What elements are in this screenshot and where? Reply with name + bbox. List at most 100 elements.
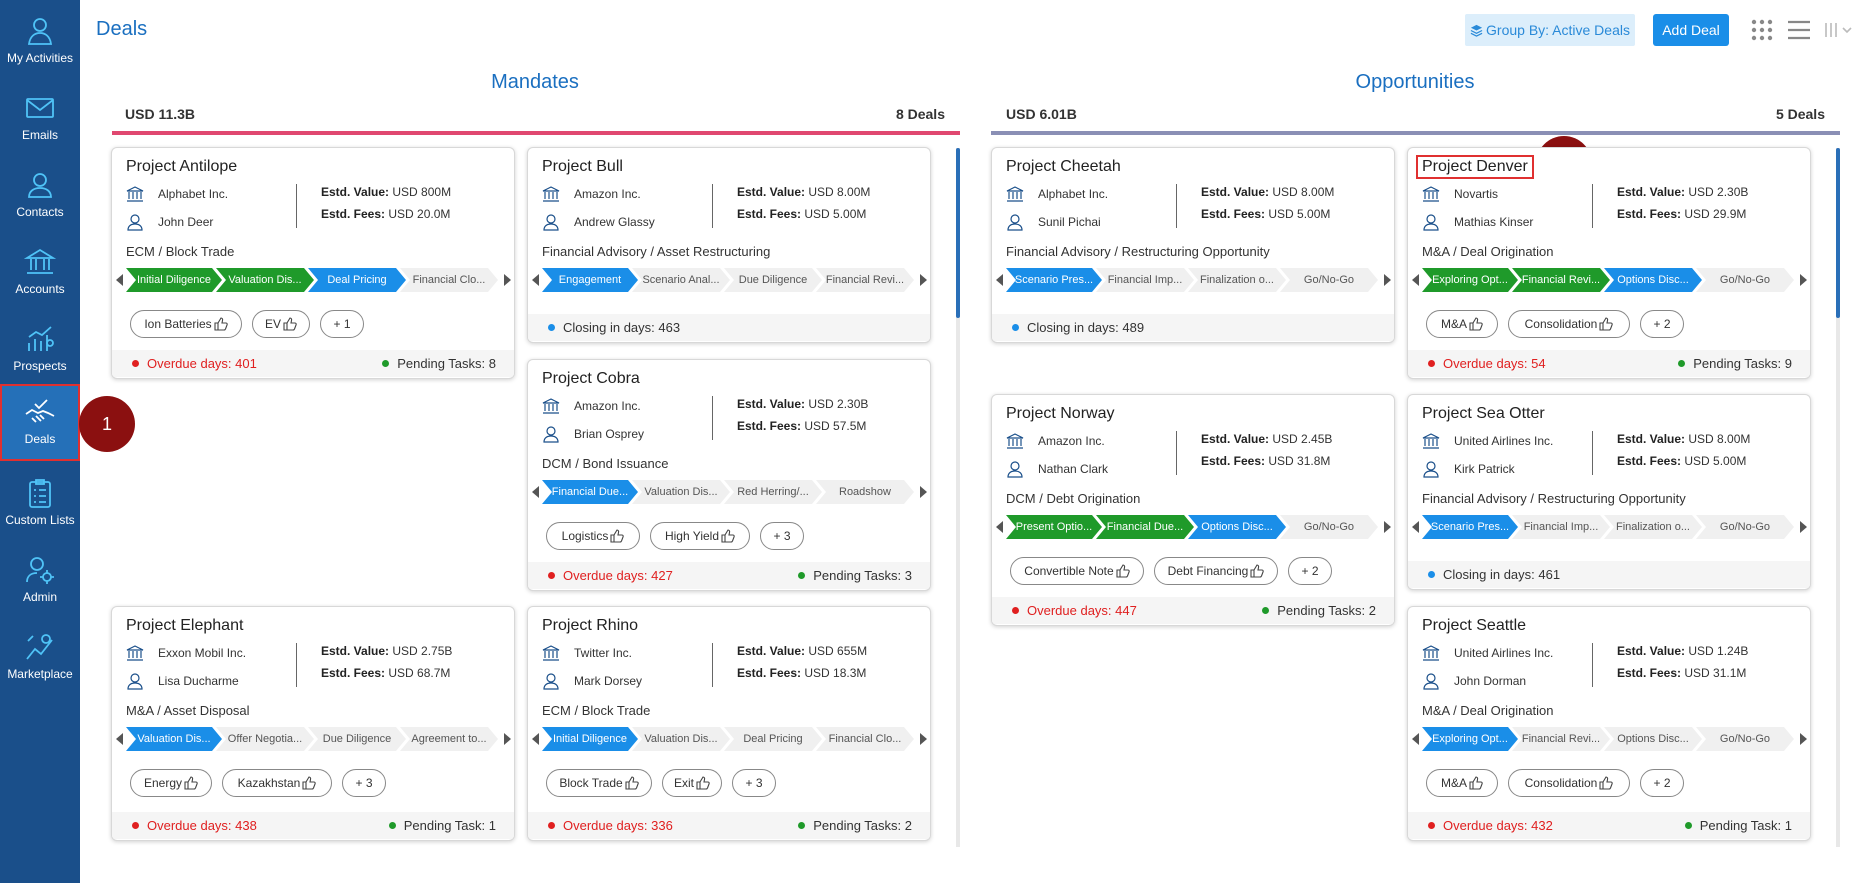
contact-name[interactable]: Kirk Patrick <box>1454 462 1515 476</box>
company-name[interactable]: Novartis <box>1454 187 1499 201</box>
tag-chip[interactable]: High Yield <box>650 522 750 550</box>
more-tags-button[interactable]: + 3 <box>760 522 804 550</box>
stage-step[interactable]: Due Diligence <box>308 727 406 751</box>
tag-chip[interactable]: Energy <box>130 769 212 797</box>
tag-chip[interactable]: M&A <box>1426 310 1498 338</box>
deal-card[interactable]: Project Denver Novartis Mathias Kinser Estd… <box>1407 147 1811 379</box>
stage-prev-arrow[interactable] <box>1412 274 1419 286</box>
stage-step[interactable]: Go/No-Go <box>1280 268 1378 292</box>
stage-next-arrow[interactable] <box>1800 733 1807 745</box>
more-tags-button[interactable]: + 1 <box>320 310 364 338</box>
stage-step[interactable]: Offer Negotia... <box>216 727 314 751</box>
deal-card[interactable]: Project Seattle United Airlines Inc. John … <box>1407 606 1811 841</box>
stage-prev-arrow[interactable] <box>996 521 1003 533</box>
stage-next-arrow[interactable] <box>1800 274 1807 286</box>
stage-prev-arrow[interactable] <box>996 274 1003 286</box>
sidebar-item-my-activities[interactable]: My Activities <box>0 3 80 80</box>
company-name[interactable]: Amazon Inc. <box>574 399 641 413</box>
stage-step[interactable]: Finalization o... <box>1188 268 1286 292</box>
stage-next-arrow[interactable] <box>920 274 927 286</box>
tag-chip[interactable]: Debt Financing <box>1154 557 1278 585</box>
contact-name[interactable]: Nathan Clark <box>1038 462 1109 476</box>
deal-name[interactable]: Project Denver <box>1416 155 1534 179</box>
stage-step[interactable]: Deal Pricing <box>308 268 406 292</box>
list-view-icon[interactable] <box>1786 17 1812 43</box>
deal-name[interactable]: Project Seattle <box>1422 617 1527 634</box>
contact-name[interactable]: Andrew Glassy <box>574 215 655 229</box>
company-name[interactable]: Amazon Inc. <box>1038 434 1105 448</box>
stage-prev-arrow[interactable] <box>532 486 539 498</box>
stage-step[interactable]: Financial Imp... <box>1512 515 1610 539</box>
opportunities-scroll-thumb[interactable] <box>1836 148 1840 318</box>
stage-step[interactable]: Agreement to... <box>400 727 498 751</box>
sidebar-item-emails[interactable]: Emails <box>0 80 80 157</box>
stage-step[interactable]: Financial Clo... <box>816 727 914 751</box>
opportunities-scrollbar[interactable] <box>1836 148 1840 847</box>
stage-prev-arrow[interactable] <box>1412 733 1419 745</box>
pending-tasks[interactable]: Pending Tasks: 2 <box>1262 597 1376 624</box>
deal-name[interactable]: Project Elephant <box>126 617 244 634</box>
pending-tasks[interactable]: Pending Tasks: 9 <box>1678 350 1792 377</box>
deal-name[interactable]: Project Cheetah <box>1006 158 1121 175</box>
stage-step[interactable]: Finalization o... <box>1604 515 1702 539</box>
contact-name[interactable]: Sunil Pichai <box>1038 215 1101 229</box>
mandates-scroll-thumb[interactable] <box>956 148 960 318</box>
pending-tasks[interactable]: Pending Tasks: 3 <box>798 562 912 589</box>
sidebar-item-deals[interactable]: Deals <box>0 384 80 461</box>
stage-prev-arrow[interactable] <box>532 733 539 745</box>
tag-chip[interactable]: Kazakhstan <box>222 769 332 797</box>
tag-chip[interactable]: Consolidation <box>1508 310 1630 338</box>
column-view-icon[interactable] <box>1823 17 1853 43</box>
stage-next-arrow[interactable] <box>1384 274 1391 286</box>
stage-prev-arrow[interactable] <box>1412 521 1419 533</box>
stage-step[interactable]: Exploring Opt... <box>1422 268 1518 292</box>
stage-step[interactable]: Financial Clo... <box>400 268 498 292</box>
pending-tasks[interactable]: Pending Tasks: 8 <box>382 350 496 377</box>
stage-step[interactable]: Present Optio... <box>1006 515 1102 539</box>
deal-card[interactable]: Project Elephant Exxon Mobil Inc. Lisa Duc… <box>111 606 515 841</box>
stage-step[interactable]: Red Herring/... <box>724 480 822 504</box>
deal-card[interactable]: Project Cobra Amazon Inc. Brian Osprey Estd… <box>527 359 931 591</box>
deal-name[interactable]: Project Bull <box>542 158 623 175</box>
contact-name[interactable]: Lisa Ducharme <box>158 674 239 688</box>
stage-step[interactable]: Financial Imp... <box>1096 268 1194 292</box>
group-by-button[interactable]: Group By: Active Deals <box>1465 14 1635 46</box>
stage-step[interactable]: Exploring Opt... <box>1422 727 1518 751</box>
company-name[interactable]: Amazon Inc. <box>574 187 641 201</box>
stage-next-arrow[interactable] <box>920 733 927 745</box>
deal-name[interactable]: Project Sea Otter <box>1422 405 1545 422</box>
tag-chip[interactable]: Logistics <box>546 522 640 550</box>
more-tags-button[interactable]: + 3 <box>732 769 776 797</box>
company-name[interactable]: United Airlines Inc. <box>1454 646 1554 660</box>
tag-chip[interactable]: M&A <box>1426 769 1498 797</box>
stage-step[interactable]: Go/No-Go <box>1696 727 1794 751</box>
company-name[interactable]: United Airlines Inc. <box>1454 434 1554 448</box>
stage-step[interactable]: Initial Diligence <box>542 727 638 751</box>
deal-card[interactable]: Project Cheetah Alphabet Inc. Sunil Pichai… <box>991 147 1395 343</box>
deal-card[interactable]: Project Rhino Twitter Inc. Mark Dorsey Estd… <box>527 606 931 841</box>
stage-step[interactable]: Financial Due... <box>1096 515 1194 539</box>
stage-prev-arrow[interactable] <box>116 733 123 745</box>
stage-next-arrow[interactable] <box>1384 521 1391 533</box>
sidebar-item-prospects[interactable]: Prospects <box>0 311 80 388</box>
contact-name[interactable]: John Dorman <box>1454 674 1527 688</box>
sidebar-item-contacts[interactable]: Contacts <box>0 157 80 234</box>
stage-step[interactable]: Go/No-Go <box>1696 268 1794 292</box>
more-tags-button[interactable]: + 3 <box>342 769 386 797</box>
deal-card[interactable]: Project Antilope Alphabet Inc. John Deer Es… <box>111 147 515 379</box>
contact-name[interactable]: John Deer <box>158 215 214 229</box>
stage-step[interactable]: Financial Due... <box>542 480 638 504</box>
sidebar-item-accounts[interactable]: Accounts <box>0 234 80 311</box>
more-tags-button[interactable]: + 2 <box>1288 557 1332 585</box>
deal-card[interactable]: Project Bull Amazon Inc. Andrew Glassy Estd… <box>527 147 931 343</box>
stage-step[interactable]: Valuation Dis... <box>632 480 730 504</box>
company-name[interactable]: Alphabet Inc. <box>1038 187 1109 201</box>
stage-step[interactable]: Scenario Pres... <box>1006 268 1102 292</box>
contact-name[interactable]: Mark Dorsey <box>574 674 643 688</box>
deal-card[interactable]: Project Sea Otter United Airlines Inc. Kir… <box>1407 394 1811 590</box>
stage-step[interactable]: Scenario Pres... <box>1422 515 1518 539</box>
stage-step[interactable]: Scenario Anal... <box>632 268 730 292</box>
deal-name[interactable]: Project Antilope <box>126 158 238 175</box>
stage-step[interactable]: Options Disc... <box>1604 268 1702 292</box>
stage-next-arrow[interactable] <box>504 274 511 286</box>
